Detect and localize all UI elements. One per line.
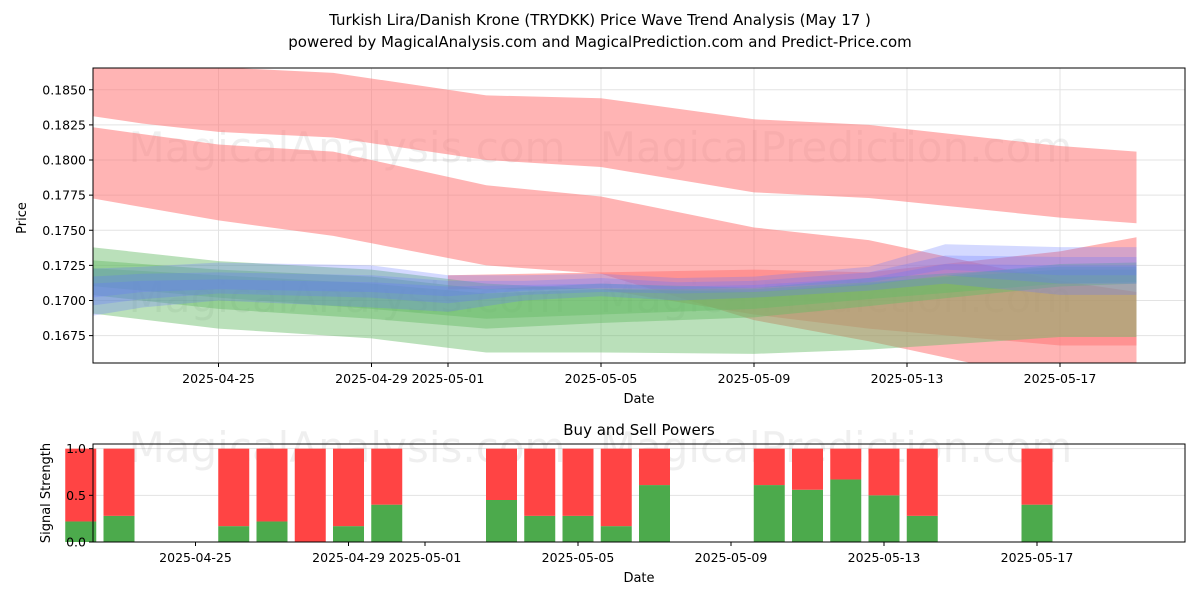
price-x-ticks: 2025-04-25 2025-04-29 2025-05-01 2025-05-05… [182,363,1096,386]
price-x-axis-label: Date [623,392,654,407]
power-y-tick-label: 1.0 [66,441,86,456]
sell-band-2 [448,237,1137,346]
buy-power-bar [371,504,403,542]
sell-power-bar [294,448,326,542]
sell-power-bar [256,448,288,522]
sell-power-bar [1021,448,1053,505]
price-y-tick-label: 0.1725 [42,258,86,273]
power-x-tick-label: 2025-05-17 [1001,550,1074,565]
top-price-panel: MagicalAnalysis.com MagicalPrediction.co… [15,67,1186,407]
buy-band-5 [93,268,1137,319]
power-y-tick-label: 0.0 [66,535,86,550]
sell-power-bar [371,448,403,505]
power-x-tick-label: 2025-04-29 [312,550,385,565]
buy-power-bar [906,515,938,542]
price-x-tick-label: 2025-05-01 [412,371,485,386]
buy-power-bar [65,521,97,542]
power-x-tick-label: 2025-05-01 [389,550,462,565]
power-y-axis-label: Signal Strength [39,443,54,543]
price-x-tick-label: 2025-04-29 [335,371,408,386]
sell-power-bar [218,448,250,527]
buy-power-bar [256,521,288,542]
sell-power-bar [486,448,517,500]
sell-power-bar [639,448,670,486]
price-band-7 [93,255,1137,306]
power-y-ticks: 0.0 0.5 1.0 [66,441,93,550]
price-y-ticks: 0.1675 0.1700 0.1725 0.1750 0.1775 0.1800 0.18… [42,82,93,343]
buy-band-3 [93,247,1137,354]
price-y-tick-label: 0.1700 [42,293,86,308]
buy-band-4 [93,260,1137,329]
price-band-8 [93,263,1137,298]
price-y-tick-label: 0.1850 [42,82,86,97]
power-x-tick-label: 2025-05-09 [695,550,768,565]
power-plot-frame [92,443,1186,543]
sell-power-bar [792,448,823,490]
price-x-tick-label: 2025-04-25 [182,371,255,386]
power-x-tick-label: 2025-04-25 [159,550,232,565]
buy-power-bar [486,500,517,542]
price-x-tick-label: 2025-05-05 [565,371,638,386]
power-x-tick-label: 2025-05-13 [848,550,921,565]
price-x-tick-label: 2025-05-13 [871,371,944,386]
buy-power-bar [1021,504,1053,542]
sell-band-0 [93,68,1137,224]
buy-power-bar [830,479,862,542]
price-y-axis-label: Price [15,202,30,234]
price-y-tick-label: 0.1750 [42,223,86,238]
sell-power-bar [868,448,900,496]
sell-power-bar [600,448,632,527]
sell-power-bar [753,448,785,486]
bottom-power-panel: Buy and Sell Powers MagicalAnalysis.com … [39,421,1186,586]
sell-power-bar [65,448,97,522]
sell-power-bar [103,448,135,516]
price-y-tick-label: 0.1825 [42,117,86,132]
price-y-tick-label: 0.1675 [42,328,86,343]
power-x-ticks: 2025-04-25 2025-04-29 2025-05-01 2025-05-05… [159,542,1073,565]
chart-subtitle: powered by MagicalAnalysis.com and Magic… [288,33,912,51]
buy-power-bar [868,495,900,542]
buy-power-bar [792,489,823,542]
price-plot-frame [92,67,1186,364]
buy-power-bar [562,515,594,542]
buy-power-bar [600,526,632,542]
power-bars [65,448,1053,542]
price-bands [93,68,1137,363]
power-x-axis-label: Date [623,571,654,586]
power-y-tick-label: 0.5 [66,488,86,503]
chart-title: Turkish Lira/Danish Krone (TRYDKK) Price… [328,11,871,29]
power-chart-title: Buy and Sell Powers [563,421,715,439]
buy-power-bar [103,515,135,542]
price-y-tick-label: 0.1800 [42,153,86,168]
price-y-tick-label: 0.1775 [42,188,86,203]
buy-power-bar [218,526,250,542]
sell-power-bar [562,448,594,516]
sell-power-bar [524,448,556,516]
buy-power-bar [639,485,670,542]
power-x-tick-label: 2025-05-05 [542,550,615,565]
price-x-tick-label: 2025-05-09 [718,371,791,386]
sell-power-bar [333,448,364,527]
price-x-tick-label: 2025-05-17 [1024,371,1097,386]
buy-power-bar [333,526,364,542]
sell-power-bar [830,448,862,480]
price-band-6 [93,244,1137,316]
buy-power-bar [753,485,785,542]
sell-power-bar [906,448,938,516]
buy-power-bar [524,515,556,542]
